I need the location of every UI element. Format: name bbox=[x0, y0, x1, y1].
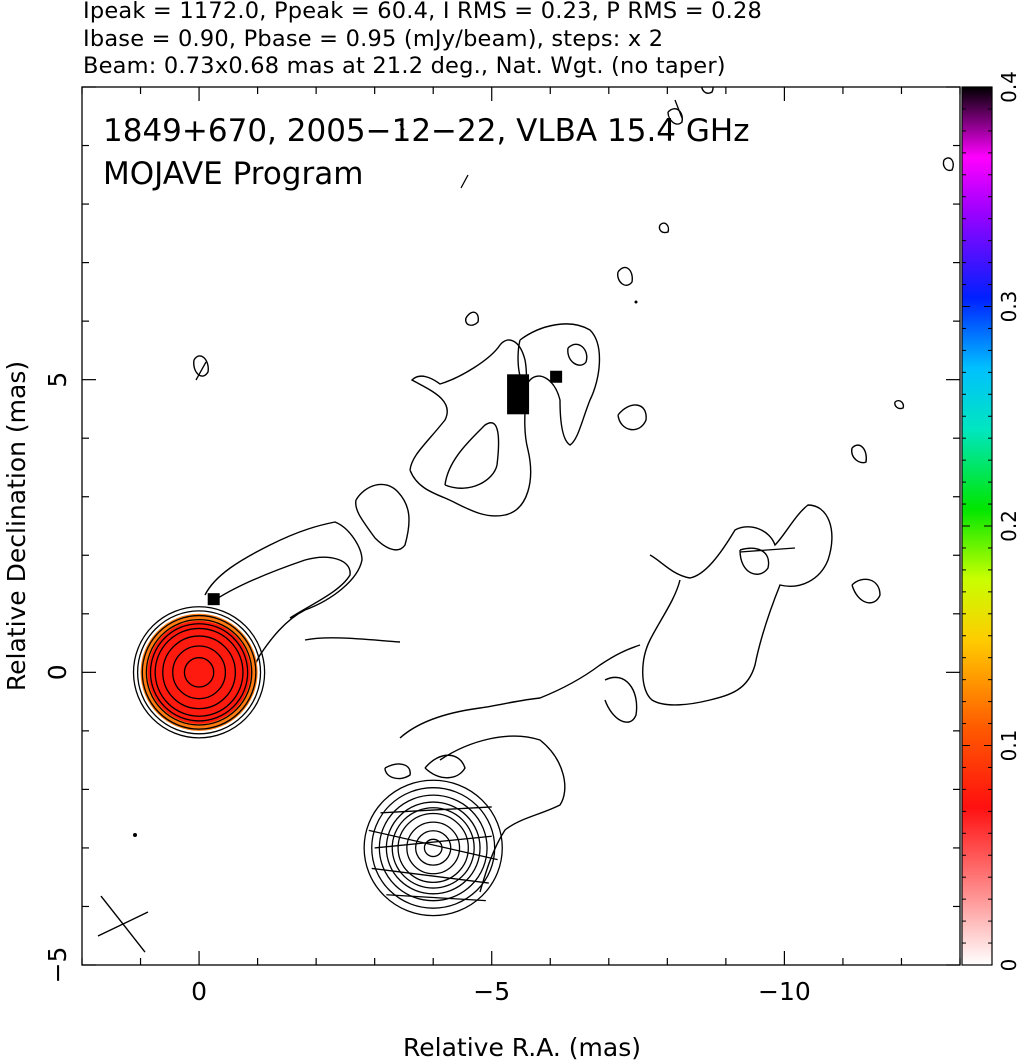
jet-contour bbox=[667, 108, 683, 125]
map-layer bbox=[97, 87, 954, 953]
jet-contour bbox=[399, 644, 641, 739]
jet-contour bbox=[424, 754, 466, 779]
pol-vector bbox=[739, 547, 796, 553]
core-contour bbox=[145, 619, 253, 726]
beam-contour bbox=[414, 830, 452, 866]
beam-contour bbox=[406, 821, 461, 875]
pol-patch bbox=[550, 370, 563, 383]
y-tick-label: −5 bbox=[43, 947, 72, 984]
noise-dot bbox=[133, 833, 137, 837]
jet-contour bbox=[942, 157, 954, 172]
beam-contour bbox=[378, 794, 488, 902]
beam-contour bbox=[385, 801, 481, 895]
core-contour bbox=[149, 623, 249, 722]
core-contour bbox=[172, 645, 227, 700]
colorbar-tick-label: 0.4 bbox=[997, 71, 1021, 103]
beam-contour bbox=[363, 779, 503, 917]
axis-ticks: 0 −5 −10 −5 0 5 bbox=[43, 86, 961, 1006]
beam-contour bbox=[371, 787, 496, 909]
pol-patch bbox=[207, 593, 220, 606]
pol-vector bbox=[460, 174, 469, 189]
jet-contour bbox=[465, 311, 480, 326]
beam-contour bbox=[423, 838, 443, 858]
core-contour bbox=[141, 614, 257, 730]
jet-contour bbox=[439, 735, 566, 893]
colorbar-tick-label: 0 bbox=[997, 959, 1021, 972]
y-axis-label: Relative Declination (mas) bbox=[2, 361, 31, 691]
beam-contour bbox=[397, 812, 469, 884]
pol-vector bbox=[386, 894, 486, 902]
jet-contour bbox=[642, 504, 833, 706]
jet-contour bbox=[851, 578, 881, 604]
pol-vector bbox=[399, 123, 405, 131]
jet-contour bbox=[214, 556, 351, 619]
pol-vector bbox=[371, 867, 489, 884]
pol-patch bbox=[507, 374, 530, 415]
beam-contour bbox=[391, 807, 475, 889]
core-contour bbox=[154, 627, 244, 717]
jet-contour bbox=[604, 676, 638, 723]
jet-contour bbox=[444, 422, 500, 489]
header-line-3: Beam: 0.73x0.68 mas at 21.2 deg., Nat. W… bbox=[83, 53, 726, 79]
jet-contour bbox=[701, 87, 714, 94]
pol-vector bbox=[195, 361, 207, 381]
jet-contour bbox=[384, 763, 411, 780]
y-tick-label: 5 bbox=[43, 372, 72, 388]
y-tick-label: 0 bbox=[43, 664, 72, 680]
jet-contour bbox=[204, 521, 363, 701]
header-line-2: Ibase = 0.90, Pbase = 0.95 (mJy/beam), s… bbox=[83, 26, 664, 52]
program-label: MOJAVE Program bbox=[103, 156, 363, 192]
jet-contour bbox=[409, 339, 532, 517]
jet-contour bbox=[304, 637, 401, 643]
colorbar-tick-label: 0.1 bbox=[997, 730, 1021, 762]
beam-cross-minor bbox=[97, 911, 149, 937]
colorbar-tick-label: 0.3 bbox=[997, 291, 1021, 323]
core-contour bbox=[162, 635, 237, 710]
source-title: 1849+670, 2005−12−22, VLBA 15.4 GHz bbox=[103, 113, 749, 149]
x-tick-label: −5 bbox=[473, 977, 510, 1006]
jet-contour bbox=[617, 404, 647, 431]
jet-contour bbox=[355, 483, 410, 551]
pol-vector bbox=[374, 835, 492, 849]
header-line-1: Ipeak = 1172.0, Ppeak = 60.4, I RMS = 0.… bbox=[83, 0, 763, 24]
jet-contour bbox=[739, 547, 770, 575]
pol-vector bbox=[380, 806, 492, 814]
pol-vector bbox=[674, 99, 683, 119]
pol-vector bbox=[368, 829, 498, 861]
core-contour bbox=[136, 610, 262, 735]
x-tick-label: 0 bbox=[191, 977, 207, 1006]
core-contour bbox=[132, 606, 266, 739]
jet-contour bbox=[567, 343, 588, 366]
colorbar-tick-label: 0.2 bbox=[997, 510, 1021, 542]
colorbar-ticks: 0 0.1 0.2 0.3 0.4 bbox=[962, 71, 1021, 971]
plot-frame bbox=[81, 86, 961, 966]
jet-contour bbox=[894, 399, 905, 410]
jet-contour bbox=[193, 355, 209, 377]
jet-contour bbox=[517, 323, 601, 446]
x-axis-label: Relative R.A. (mas) bbox=[403, 1033, 641, 1061]
jet-contour bbox=[851, 444, 867, 464]
noise-dot bbox=[634, 300, 638, 304]
x-tick-label: −10 bbox=[758, 977, 811, 1006]
jet-contour bbox=[617, 266, 633, 286]
jet-contour bbox=[658, 222, 670, 234]
core-contour bbox=[183, 657, 215, 688]
